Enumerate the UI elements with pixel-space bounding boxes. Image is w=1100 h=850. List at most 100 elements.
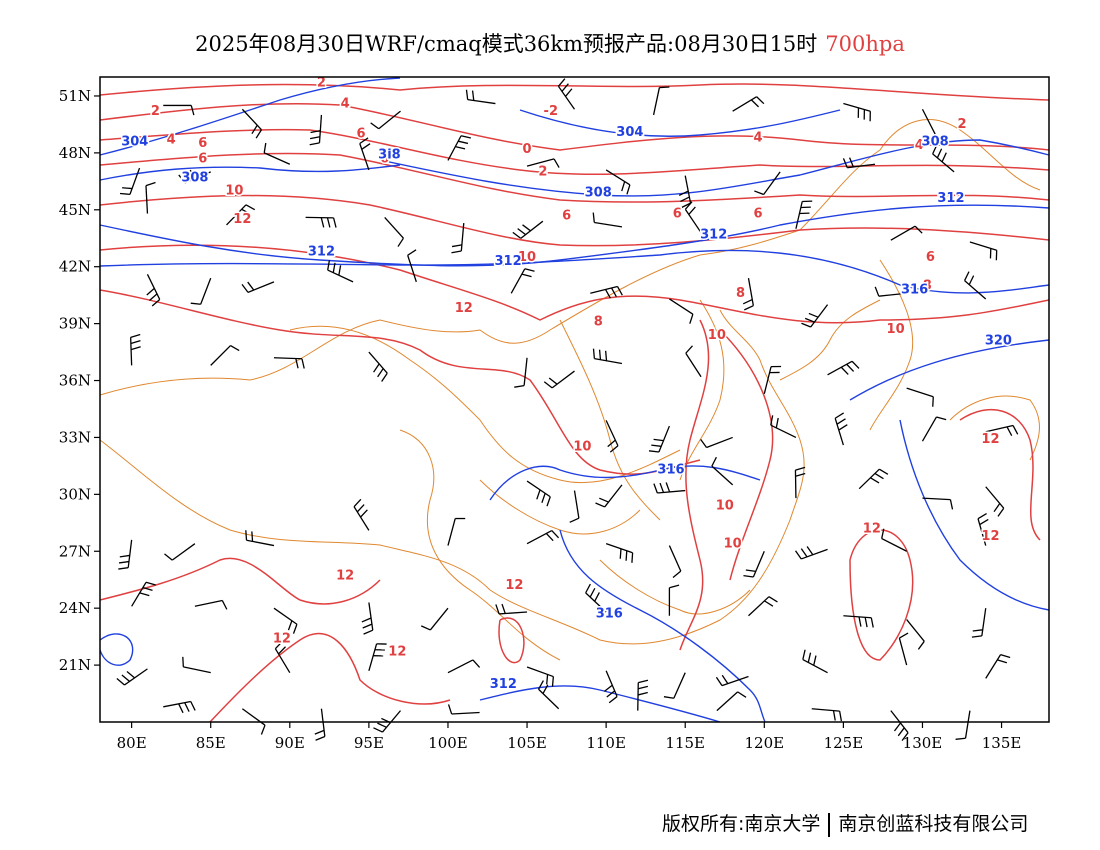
wind-barb bbox=[795, 200, 813, 229]
wind-barb bbox=[361, 602, 374, 635]
wind-barb bbox=[512, 220, 544, 239]
wind-barb bbox=[305, 216, 337, 228]
height-contour bbox=[99, 77, 401, 156]
temperature-label: 8 bbox=[594, 315, 603, 330]
wind-barb bbox=[178, 169, 211, 184]
wind-barb bbox=[447, 704, 480, 715]
temperature-label: 6 bbox=[356, 127, 365, 142]
wind-barb bbox=[605, 420, 619, 453]
wind-barb bbox=[164, 543, 196, 561]
temperature-label: 6 bbox=[198, 151, 207, 166]
temperature-label: 4 bbox=[915, 138, 924, 153]
wind-barb bbox=[743, 551, 765, 578]
temperature-contours bbox=[99, 83, 1050, 723]
height-contour bbox=[99, 204, 1050, 267]
lon-tick-label: 105E bbox=[507, 734, 547, 752]
wind-barb bbox=[274, 641, 291, 674]
temperature-label: 10 bbox=[225, 184, 243, 199]
temperature-label: 10 bbox=[573, 440, 591, 455]
height-contour bbox=[99, 633, 134, 666]
wind-barb bbox=[770, 415, 797, 439]
temperature-label: 10 bbox=[708, 328, 726, 343]
height-contour bbox=[489, 465, 761, 501]
wind-barb bbox=[843, 615, 874, 628]
temperature-label: 6 bbox=[753, 206, 762, 221]
wind-barb bbox=[648, 425, 671, 453]
wind-barb bbox=[526, 158, 560, 168]
temperature-label: -2 bbox=[544, 104, 558, 119]
boundary-line bbox=[949, 395, 1040, 461]
lat-tick-label: 39N bbox=[59, 315, 91, 333]
wind-barb bbox=[368, 643, 387, 671]
height-contour bbox=[559, 529, 766, 723]
longitude-axis: 80E 85E 90E 95E 100E 105E 110E 115E 120E 125E 130E… bbox=[117, 722, 1022, 752]
wind-barb bbox=[969, 241, 998, 261]
height-contour bbox=[519, 109, 841, 137]
wind-barb bbox=[842, 157, 876, 169]
temperature-label: 0 bbox=[523, 142, 532, 157]
wind-barb bbox=[447, 517, 466, 546]
wind-barb bbox=[801, 304, 829, 328]
height-label: 308 bbox=[922, 134, 949, 149]
height-label: 308 bbox=[585, 186, 612, 201]
wind-barb bbox=[653, 482, 686, 494]
wind-barb bbox=[881, 528, 907, 552]
wind-barb bbox=[368, 351, 388, 382]
wind-barb bbox=[906, 387, 934, 407]
wind-barb bbox=[794, 466, 806, 499]
wind-barb bbox=[652, 86, 670, 116]
height-label: 316 bbox=[901, 282, 928, 297]
wind-barb bbox=[190, 277, 212, 305]
wind-barb bbox=[603, 670, 618, 704]
wind-barb bbox=[932, 144, 955, 173]
lat-tick-label: 21N bbox=[59, 656, 91, 674]
wind-barb bbox=[384, 216, 404, 247]
wind-barb bbox=[314, 708, 326, 741]
lat-tick-label: 30N bbox=[59, 485, 91, 503]
lon-tick-label: 100E bbox=[428, 734, 468, 752]
temperature-label: 12 bbox=[388, 645, 406, 660]
wind-barb bbox=[585, 583, 607, 613]
height-contour bbox=[99, 249, 1050, 294]
wind-barb bbox=[684, 201, 702, 233]
boundary-layer bbox=[99, 119, 1041, 661]
wind-barb bbox=[420, 607, 449, 631]
height-label: 312 bbox=[700, 227, 727, 242]
lon-tick-label: 80E bbox=[117, 734, 147, 752]
lat-tick-label: 33N bbox=[59, 428, 91, 446]
wind-barb bbox=[327, 260, 354, 283]
lat-tick-label: 51N bbox=[59, 87, 91, 105]
lon-tick-label: 85E bbox=[196, 734, 226, 752]
wind-barb bbox=[890, 225, 923, 241]
wind-barb bbox=[182, 656, 211, 674]
height-contour bbox=[479, 685, 721, 723]
boundary-line bbox=[779, 299, 881, 381]
temperature-label: 2 bbox=[957, 117, 966, 132]
wind-barb bbox=[668, 545, 682, 578]
lon-tick-label: 125E bbox=[824, 734, 864, 752]
wind-barb bbox=[353, 498, 370, 531]
wind-barb bbox=[700, 436, 733, 449]
wind-barb bbox=[245, 530, 275, 547]
height-label: 312 bbox=[937, 191, 964, 206]
lon-tick-label: 135E bbox=[982, 734, 1022, 752]
temperature-contour bbox=[99, 83, 1050, 101]
wind-barb bbox=[465, 89, 496, 105]
copyright-right: 南京创蓝科技有限公司 bbox=[838, 813, 1029, 835]
temperature-label: 12 bbox=[505, 578, 523, 593]
boundary-line bbox=[559, 319, 661, 521]
map-frame bbox=[99, 76, 1050, 723]
temperature-label: 4 bbox=[341, 96, 350, 111]
height-label: 320 bbox=[985, 333, 1012, 348]
wind-barb bbox=[526, 480, 551, 507]
wind-barb bbox=[447, 135, 472, 161]
height-contour bbox=[899, 419, 1050, 611]
wind-barb bbox=[146, 274, 161, 307]
wind-barb bbox=[663, 672, 686, 699]
temperature-label: 6 bbox=[380, 151, 389, 166]
lon-tick-label: 90E bbox=[275, 734, 305, 752]
temperature-label: 6 bbox=[562, 208, 571, 223]
wind-barb bbox=[451, 223, 465, 254]
wind-barb bbox=[874, 286, 907, 297]
wind-barb bbox=[145, 181, 156, 214]
